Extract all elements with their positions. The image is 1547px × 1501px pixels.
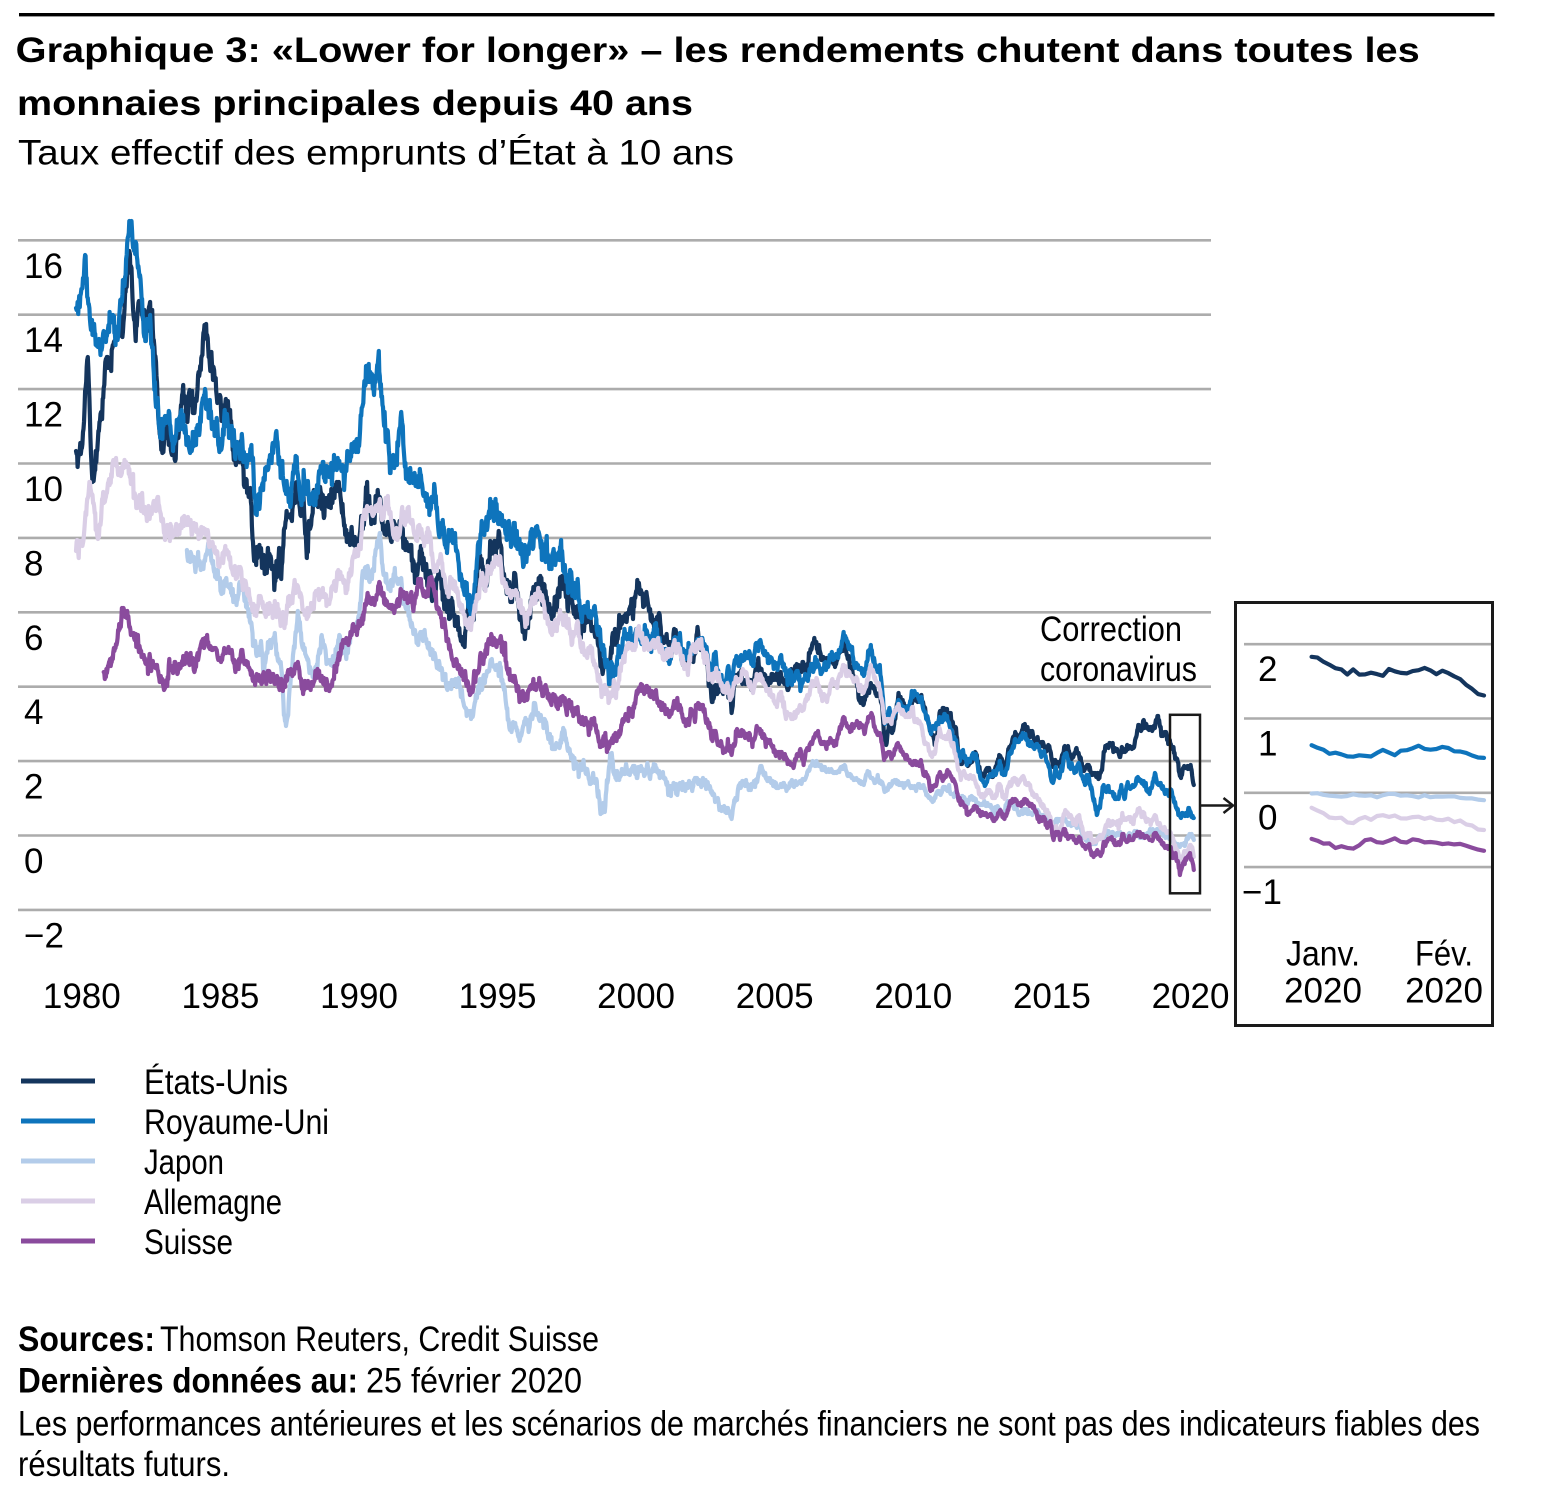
svg-text:Suisse: Suisse bbox=[144, 1223, 233, 1262]
svg-text:6: 6 bbox=[24, 619, 43, 658]
svg-text:Royaume-Uni: Royaume-Uni bbox=[144, 1103, 329, 1142]
svg-text:10: 10 bbox=[24, 470, 63, 509]
svg-text:−1: −1 bbox=[1242, 873, 1282, 912]
svg-text:8: 8 bbox=[24, 544, 43, 583]
svg-text:monnaies principales depuis 40: monnaies principales depuis 40 ans bbox=[17, 84, 693, 123]
svg-text:1990: 1990 bbox=[320, 977, 398, 1016]
svg-text:Les performances antérieures e: Les performances antérieures et les scén… bbox=[18, 1404, 1480, 1443]
svg-text:1980: 1980 bbox=[43, 977, 121, 1016]
svg-text:Janv.: Janv. bbox=[1286, 935, 1360, 974]
svg-text:4: 4 bbox=[24, 693, 43, 732]
svg-text:résultats futurs.: résultats futurs. bbox=[18, 1445, 230, 1484]
svg-text:1: 1 bbox=[1258, 724, 1277, 763]
svg-text:Graphique 3: «Lower for longer: Graphique 3: «Lower for longer» – les re… bbox=[16, 31, 1420, 70]
svg-text:1985: 1985 bbox=[181, 977, 259, 1016]
svg-text:2020: 2020 bbox=[1152, 977, 1230, 1016]
svg-text:16: 16 bbox=[24, 247, 63, 286]
svg-text:Thomson Reuters, Credit Suisse: Thomson Reuters, Credit Suisse bbox=[160, 1320, 599, 1359]
svg-text:Japon: Japon bbox=[144, 1143, 224, 1182]
svg-text:0: 0 bbox=[24, 842, 43, 881]
svg-text:12: 12 bbox=[24, 396, 63, 435]
svg-text:Sources:: Sources: bbox=[18, 1320, 155, 1359]
svg-text:2000: 2000 bbox=[597, 977, 675, 1016]
svg-text:Dernières données au:: Dernières données au: bbox=[18, 1361, 358, 1400]
svg-text:2: 2 bbox=[24, 768, 43, 807]
svg-text:25 février 2020: 25 février 2020 bbox=[366, 1361, 582, 1400]
svg-text:2015: 2015 bbox=[1013, 977, 1091, 1016]
svg-text:2010: 2010 bbox=[874, 977, 952, 1016]
svg-text:2005: 2005 bbox=[736, 977, 814, 1016]
svg-text:0: 0 bbox=[1258, 799, 1277, 838]
svg-text:Correction: Correction bbox=[1040, 610, 1182, 649]
svg-text:2020: 2020 bbox=[1284, 971, 1362, 1010]
svg-text:−2: −2 bbox=[24, 916, 64, 955]
svg-text:coronavirus: coronavirus bbox=[1040, 650, 1197, 689]
svg-text:États-Unis: États-Unis bbox=[144, 1063, 288, 1102]
svg-text:Taux effectif des emprunts d’É: Taux effectif des emprunts d’État à 10 a… bbox=[18, 134, 734, 173]
svg-text:1995: 1995 bbox=[459, 977, 537, 1016]
svg-text:2: 2 bbox=[1258, 650, 1277, 689]
svg-text:Allemagne: Allemagne bbox=[144, 1183, 282, 1222]
svg-text:2020: 2020 bbox=[1405, 971, 1483, 1010]
svg-text:Fév.: Fév. bbox=[1415, 935, 1473, 974]
svg-text:14: 14 bbox=[24, 321, 63, 360]
